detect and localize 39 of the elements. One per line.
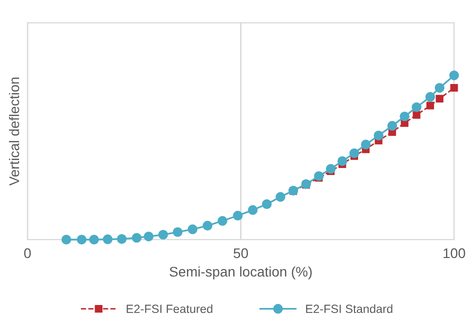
point (158, 230, 168, 240)
point (387, 120, 398, 131)
point (276, 192, 286, 202)
point (232, 210, 243, 220)
point (314, 171, 324, 181)
x-axis-title: Semi-span location (%) (170, 266, 312, 280)
x-tick-label: 0 (24, 248, 31, 258)
y-axis-title: Vertical deflection (8, 78, 20, 186)
point (449, 70, 459, 80)
point (425, 92, 436, 102)
point (412, 111, 420, 119)
point (102, 234, 113, 244)
point (76, 234, 87, 244)
point (426, 102, 434, 110)
point (337, 156, 348, 166)
x-tick-label: 50 (234, 248, 248, 258)
point (374, 130, 384, 140)
point (412, 102, 422, 112)
point (450, 84, 458, 92)
point (218, 216, 228, 226)
point (172, 227, 183, 237)
point (202, 220, 212, 231)
point (116, 234, 127, 244)
point (349, 148, 360, 158)
legend-label: E2-FSI Featured (126, 304, 212, 314)
point (434, 82, 444, 93)
legend-label: E2-FSI Standard (306, 304, 392, 314)
point (400, 112, 410, 122)
point (262, 199, 272, 209)
point (61, 234, 72, 244)
point (326, 164, 336, 174)
point (188, 224, 198, 234)
point (132, 232, 142, 243)
point (436, 94, 444, 103)
x-tick-label: 100 (444, 248, 466, 258)
point (248, 205, 258, 215)
point (360, 140, 371, 150)
point (144, 232, 154, 242)
point (89, 234, 99, 244)
